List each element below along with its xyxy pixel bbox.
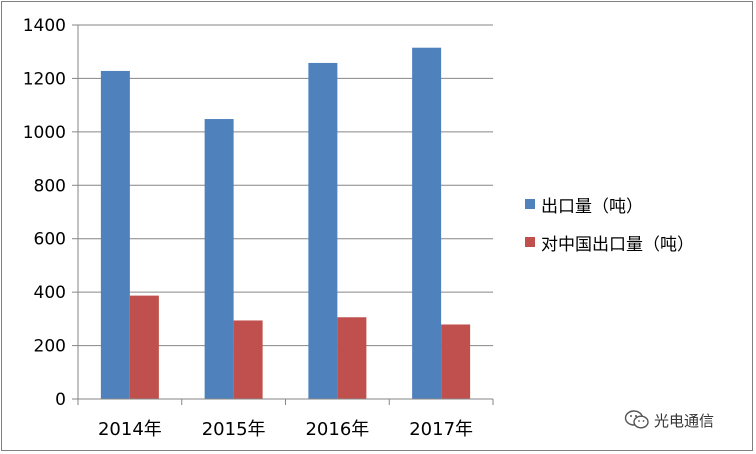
x-tick-label: 2014年	[98, 419, 162, 440]
y-tick-label: 1400	[23, 16, 66, 36]
y-tick-label: 600	[34, 230, 66, 250]
y-tick-label: 1200	[23, 69, 66, 89]
y-tick-labels: 0 200 400 600 800 1000 1200 1400	[23, 16, 66, 410]
legend-swatch-export-to-china	[525, 237, 535, 247]
legend-swatch-export	[525, 199, 535, 209]
y-tick-label: 800	[34, 176, 66, 196]
legend-item-export-to-china: 对中国出口量（吨）	[525, 230, 694, 255]
y-tick-label: 200	[34, 337, 66, 357]
watermark: 光电通信	[624, 409, 714, 431]
bar-export-to-china-2	[337, 317, 367, 399]
x-tick-labels: 2014年 2015年 2016年 2017年	[98, 419, 473, 440]
bar-export-to-china-0	[129, 295, 159, 399]
bar-export-1	[204, 119, 234, 399]
watermark-text: 光电通信	[654, 411, 715, 430]
y-tick-label: 400	[34, 283, 66, 303]
x-tick-label: 2017年	[409, 419, 473, 440]
legend-item-export: 出口量（吨）	[525, 192, 694, 217]
legend-label-export: 出口量（吨）	[541, 196, 643, 217]
legend-label-export-to-china: 对中国出口量（吨）	[541, 234, 694, 255]
axes	[72, 24, 494, 405]
x-tick-label: 2015年	[202, 419, 266, 440]
x-tick-label: 2016年	[305, 419, 369, 440]
bar-export-to-china-1	[233, 320, 263, 399]
bar-export-2	[308, 62, 338, 399]
wechat-icon	[624, 410, 649, 429]
y-tick-label: 0	[55, 390, 66, 410]
bar-export-to-china-3	[441, 324, 471, 399]
bar-export-3	[412, 47, 442, 399]
y-tick-label: 1000	[23, 123, 66, 143]
bars	[100, 47, 471, 399]
bar-export-0	[100, 70, 130, 399]
legend: 出口量（吨） 对中国出口量（吨）	[525, 192, 694, 268]
